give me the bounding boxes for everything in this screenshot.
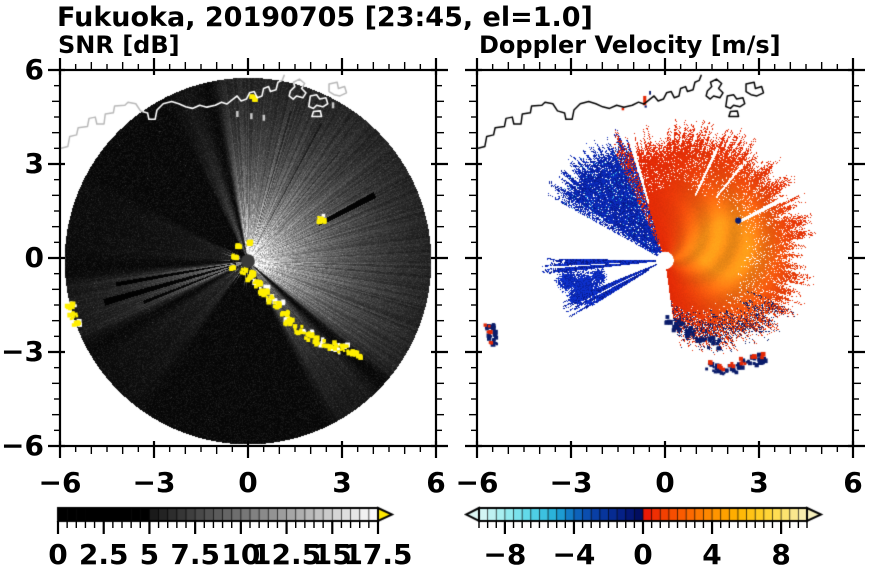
velocity-colorbar-label: 4 <box>702 538 722 570</box>
x-tick-label: 3 <box>749 466 769 499</box>
velocity-colorbar-label: −8 <box>483 538 527 570</box>
snr-colorbar <box>56 506 398 523</box>
y-tick-label: 6 <box>24 53 44 86</box>
snr-colorbar-label: 5 <box>139 538 160 570</box>
x-tick-label: 6 <box>843 466 863 499</box>
x-tick-label: 0 <box>655 466 675 499</box>
x-tick-label: 6 <box>426 466 446 499</box>
figure-title: Fukuoka, 20190705 [23:45, el=1.0] <box>57 2 593 33</box>
snr-colorbar-label: 15 <box>312 538 352 570</box>
y-tick-label: −6 <box>1 429 44 462</box>
x-tick-label: −3 <box>549 466 593 499</box>
y-tick-label: 0 <box>24 241 44 274</box>
velocity-colorbar <box>464 506 824 523</box>
velocity-colorbar-label: 0 <box>633 538 653 570</box>
y-tick-label: −3 <box>1 335 44 368</box>
snr-panel-title: SNR [dB] <box>58 31 180 59</box>
velocity-colorbar-label: 8 <box>771 538 791 570</box>
y-tick-label: 3 <box>24 147 44 180</box>
snr-colorbar-label: 12.5 <box>252 538 322 570</box>
velocity-radar-image <box>478 71 852 445</box>
snr-colorbar-label: 0 <box>48 538 68 570</box>
x-tick-label: −6 <box>38 466 82 499</box>
velocity-colorbar-label: −4 <box>552 538 596 570</box>
snr-radar-image <box>61 71 435 445</box>
snr-colorbar-label: 10 <box>221 538 261 570</box>
snr-colorbar-label: 2.5 <box>78 538 129 570</box>
x-tick-label: 3 <box>332 466 352 499</box>
x-tick-label: −3 <box>132 466 176 499</box>
velocity-panel-title: Doppler Velocity [m/s] <box>479 31 781 59</box>
x-tick-label: −6 <box>455 466 499 499</box>
x-tick-label: 0 <box>238 466 258 499</box>
snr-colorbar-label: 17.5 <box>343 538 413 570</box>
snr-colorbar-label: 7.5 <box>170 538 220 570</box>
